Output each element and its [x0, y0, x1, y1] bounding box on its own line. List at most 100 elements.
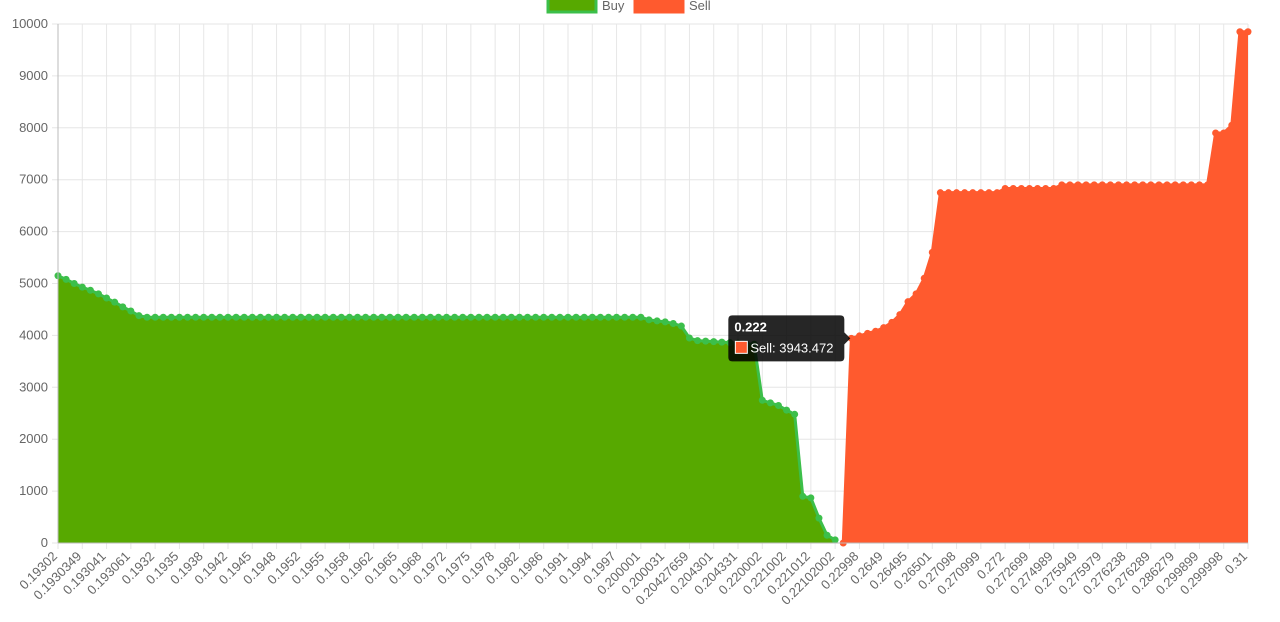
- point: [321, 313, 329, 321]
- point: [127, 307, 135, 315]
- point: [1017, 185, 1025, 193]
- point: [305, 313, 313, 321]
- point: [175, 313, 183, 321]
- point: [645, 316, 653, 324]
- point: [548, 313, 556, 321]
- point: [564, 313, 572, 321]
- tooltip: 0.222 Sell: 3943.472: [728, 315, 851, 362]
- point: [807, 494, 815, 502]
- point: [475, 313, 483, 321]
- tooltip-swatch: [734, 340, 748, 354]
- point: [232, 313, 240, 321]
- point: [192, 313, 200, 321]
- point: [281, 313, 289, 321]
- point: [855, 332, 863, 340]
- point: [629, 313, 637, 321]
- point: [1009, 185, 1017, 193]
- point: [774, 401, 782, 409]
- point: [200, 313, 208, 321]
- point: [1212, 129, 1220, 137]
- point: [961, 189, 969, 197]
- point: [443, 313, 451, 321]
- point: [1163, 181, 1171, 189]
- point: [677, 322, 685, 330]
- point: [977, 189, 985, 197]
- y-tick-label: 7000: [19, 172, 48, 187]
- point: [653, 317, 661, 325]
- plot: [54, 28, 1252, 547]
- y-tick-label: 3000: [19, 379, 48, 394]
- point: [1220, 129, 1228, 137]
- legend-label: Buy: [602, 0, 625, 13]
- point: [378, 313, 386, 321]
- point: [1082, 181, 1090, 189]
- point: [434, 313, 442, 321]
- point: [1098, 181, 1106, 189]
- point: [685, 334, 693, 342]
- point: [329, 313, 337, 321]
- point: [1114, 181, 1122, 189]
- point: [224, 313, 232, 321]
- point: [78, 283, 86, 291]
- point: [661, 318, 669, 326]
- point: [572, 313, 580, 321]
- point: [1195, 181, 1203, 189]
- point: [386, 313, 394, 321]
- y-tick-label: 10000: [12, 16, 48, 31]
- point: [588, 313, 596, 321]
- point: [418, 313, 426, 321]
- point: [669, 319, 677, 327]
- point: [362, 313, 370, 321]
- point: [613, 313, 621, 321]
- point: [402, 313, 410, 321]
- point: [1034, 185, 1042, 193]
- point: [289, 313, 297, 321]
- point: [1042, 185, 1050, 193]
- point: [216, 313, 224, 321]
- point: [1244, 28, 1252, 36]
- point: [86, 286, 94, 294]
- point: [467, 313, 475, 321]
- point: [604, 313, 612, 321]
- point: [1139, 181, 1147, 189]
- point: [240, 313, 248, 321]
- point: [556, 313, 564, 321]
- point: [912, 290, 920, 298]
- point: [103, 294, 111, 302]
- point: [410, 313, 418, 321]
- point: [969, 189, 977, 197]
- point: [702, 337, 710, 345]
- point: [718, 338, 726, 346]
- point: [184, 313, 192, 321]
- point: [864, 329, 872, 337]
- point: [256, 313, 264, 321]
- point: [313, 313, 321, 321]
- point: [515, 313, 523, 321]
- point: [532, 313, 540, 321]
- point: [159, 313, 167, 321]
- point: [1171, 181, 1179, 189]
- point: [1131, 181, 1139, 189]
- point: [143, 313, 151, 321]
- legend-swatch: [546, 0, 598, 14]
- point: [580, 313, 588, 321]
- point: [119, 303, 127, 311]
- point: [1123, 181, 1131, 189]
- point: [791, 410, 799, 418]
- tooltip-title: 0.222: [734, 319, 767, 334]
- point: [1147, 181, 1155, 189]
- point: [297, 313, 305, 321]
- point: [985, 189, 993, 197]
- y-tick-label: 1000: [19, 483, 48, 498]
- point: [1155, 181, 1163, 189]
- point: [944, 189, 952, 197]
- point: [621, 313, 629, 321]
- y-tick-label: 8000: [19, 120, 48, 135]
- point: [524, 313, 532, 321]
- point: [70, 280, 78, 287]
- point: [888, 318, 896, 326]
- point: [847, 334, 855, 342]
- point: [1228, 121, 1236, 129]
- point: [208, 313, 216, 321]
